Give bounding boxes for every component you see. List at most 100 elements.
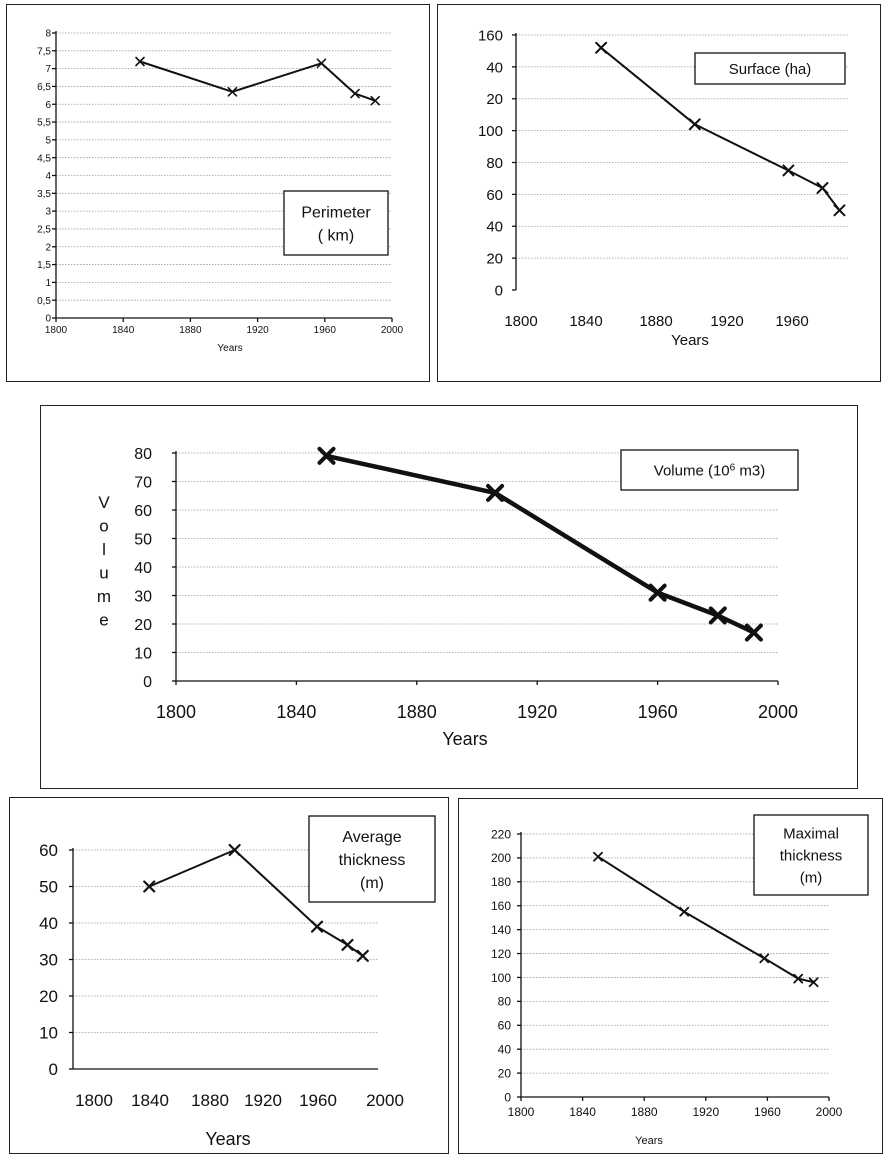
y-tick-label: 40 xyxy=(39,914,58,933)
data-point xyxy=(808,977,819,988)
y-tick-label: 100 xyxy=(478,123,503,140)
data-point xyxy=(341,938,354,952)
y-tick-label: 10 xyxy=(39,1024,58,1043)
y-tick-label: 20 xyxy=(134,617,152,634)
x-tick-label: 1920 xyxy=(692,1105,719,1119)
y-tick-label: 80 xyxy=(486,155,503,172)
legend-label: Average xyxy=(342,829,401,846)
x-tick-label: 1840 xyxy=(112,325,135,336)
y-tick-label: 80 xyxy=(134,446,152,463)
data-point xyxy=(593,851,603,862)
y-axis-label-letter: e xyxy=(99,611,108,630)
data-point xyxy=(227,86,238,97)
data-point xyxy=(744,623,763,642)
y-tick-label: 0 xyxy=(143,674,152,691)
y-tick-label: 6 xyxy=(45,100,51,111)
y-tick-label: 60 xyxy=(39,841,58,860)
y-tick-label: 80 xyxy=(498,995,512,1009)
y-tick-label: 7,5 xyxy=(37,46,51,57)
data-point xyxy=(708,606,727,625)
y-tick-label: 5,5 xyxy=(37,118,51,129)
y-tick-label: 140 xyxy=(491,923,511,937)
y-tick-label: 4 xyxy=(45,171,51,182)
data-point xyxy=(228,843,241,857)
x-tick-label: 1800 xyxy=(156,702,196,722)
x-tick-label: 1800 xyxy=(508,1105,535,1119)
y-tick-label: 0 xyxy=(49,1060,58,1079)
x-tick-label: 1960 xyxy=(754,1105,781,1119)
data-point xyxy=(688,118,701,131)
x-tick-label: 1960 xyxy=(299,1091,337,1110)
x-tick-label: 1880 xyxy=(179,325,202,336)
y-axis-label-letter: o xyxy=(99,517,108,536)
x-tick-label: 1840 xyxy=(131,1091,169,1110)
data-point xyxy=(816,182,829,194)
legend: Average thickness (m) xyxy=(308,815,436,903)
y-tick-label: 160 xyxy=(478,27,503,44)
y-axis-label-letter: u xyxy=(99,564,108,583)
y-tick-label: 20 xyxy=(498,1066,512,1080)
data-point xyxy=(350,88,360,99)
y-tick-label: 50 xyxy=(39,878,58,897)
y-tick-label: 30 xyxy=(134,588,152,605)
x-tick-label: 1800 xyxy=(45,325,68,336)
x-tick-label: 2000 xyxy=(381,325,404,336)
x-tick-label: 2000 xyxy=(366,1091,404,1110)
y-tick-label: 60 xyxy=(134,503,152,520)
legend-label: thickness xyxy=(339,852,406,869)
data-point xyxy=(143,880,156,893)
legend-box xyxy=(694,52,846,85)
x-tick-label: 1960 xyxy=(638,702,678,722)
x-tick-label: 1920 xyxy=(710,313,743,330)
y-axis-label-letter: m xyxy=(97,587,111,606)
y-axis-label-letter: V xyxy=(98,493,110,512)
perimeter-chart: 0 0,5 1 1,5 2 2,5 3 3,5 4 4,5 5 5,5 6 6,5 7 7,5 8 1800 184… xyxy=(37,29,403,354)
x-tick-label: 1920 xyxy=(517,702,557,722)
legend-box xyxy=(308,815,436,903)
y-tick-label: 0 xyxy=(504,1090,511,1104)
volume-chart: 0 10 20 30 40 50 60 70 80 1800 1840 1880 1920 1960 200… xyxy=(97,446,799,749)
legend-label: Maximal xyxy=(783,825,839,842)
data-point xyxy=(370,95,381,106)
data-point xyxy=(317,446,336,465)
x-tick-label: 1880 xyxy=(191,1091,229,1110)
legend-box xyxy=(753,814,869,896)
y-axis-label-letter: l xyxy=(102,540,106,559)
y-tick-label: 220 xyxy=(491,827,511,841)
x-tick-label: 2000 xyxy=(816,1105,843,1119)
y-tick-label: 6,5 xyxy=(37,82,51,93)
y-tick-label: 180 xyxy=(491,875,511,889)
data-line xyxy=(139,60,377,102)
y-tick-label: 20 xyxy=(486,251,503,268)
x-tick-label: 1920 xyxy=(246,325,269,336)
y-tick-label: 7 xyxy=(45,64,51,75)
y-tick-label: 1 xyxy=(45,278,51,289)
x-tick-label: 1880 xyxy=(639,313,672,330)
x-tick-label: 1960 xyxy=(314,325,337,336)
legend-label: Volume (106 m3) xyxy=(654,462,765,479)
y-tick-label: 1,5 xyxy=(37,260,51,271)
y-tick-label: 3,5 xyxy=(37,189,51,200)
y-tick-label: 30 xyxy=(39,951,58,970)
y-tick-label: 60 xyxy=(486,187,503,204)
x-tick-label: 1920 xyxy=(244,1091,282,1110)
x-tick-label: 1880 xyxy=(631,1105,658,1119)
x-tick-label: 1880 xyxy=(397,702,437,722)
data-point xyxy=(679,906,690,917)
y-tick-label: 3 xyxy=(45,207,51,218)
legend-label: (m) xyxy=(360,875,384,892)
y-tick-label: 160 xyxy=(491,899,511,913)
x-axis-label: Years xyxy=(671,332,709,349)
x-axis-label: Years xyxy=(635,1135,663,1147)
legend: Maximal thickness (m) xyxy=(753,814,869,896)
y-tick-label: 20 xyxy=(486,91,503,108)
legend-label: ( km) xyxy=(318,227,354,244)
data-point xyxy=(595,41,608,54)
y-tick-label: 50 xyxy=(134,531,152,548)
y-tick-label: 120 xyxy=(491,947,511,961)
y-tick-label: 2,5 xyxy=(37,225,51,236)
y-tick-label: 40 xyxy=(486,219,503,236)
legend: Volume (106 m3) xyxy=(620,449,799,491)
x-axis-label: Years xyxy=(217,343,242,354)
x-axis-label: Years xyxy=(205,1129,250,1149)
